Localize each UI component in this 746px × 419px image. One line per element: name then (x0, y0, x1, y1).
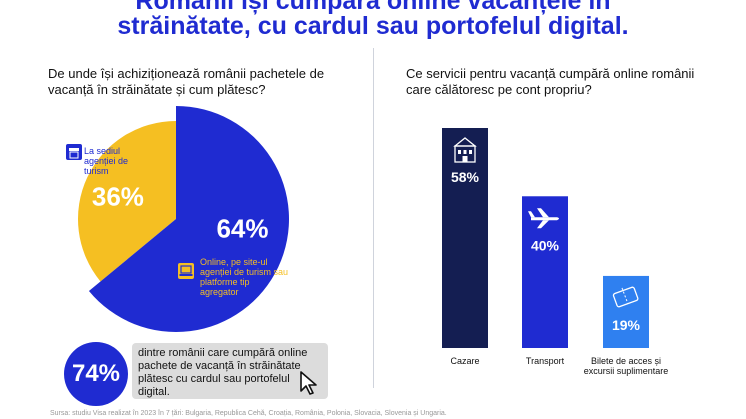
airplane-icon (528, 208, 559, 229)
left-question: De unde își achiziționează românii pache… (48, 66, 325, 97)
bar-value-1: 58% (451, 169, 480, 185)
bar-category-2: Transport (526, 356, 565, 366)
pie-slice-online (88, 106, 290, 332)
stat-text: dintre românii care cumpără online pache… (138, 347, 308, 398)
store-icon (66, 144, 82, 160)
pie-category-agency: La sediul agenției de turism (84, 146, 128, 176)
pie-label-agency: 36% (92, 182, 144, 212)
stat-box (132, 343, 328, 399)
right-question: Ce servicii pentru vacanță cumpără onlin… (406, 66, 695, 97)
divider (373, 48, 374, 388)
pie-category-online: Online, pe site-ul agenției de turism sau… (200, 257, 288, 297)
bar-category-3: Bilete de acces și excursii suplimentare (584, 356, 669, 376)
pie-label-online: 64% (216, 214, 268, 244)
title-line-1: Românii își cumpără online vacanțele în (135, 0, 611, 15)
pie-chart: 36% 64% La sediul agenției de turism Online, … (66, 106, 290, 332)
bar-chart: 58% Cazare 40% Transport 19% Bilete de acces … (442, 128, 669, 376)
stat-value: 74% (64, 342, 128, 406)
title-line-2: străinătate, cu cardul sau portofelul di… (117, 12, 629, 40)
bar-value-3: 19% (612, 317, 641, 333)
bar-value-2: 40% (531, 237, 560, 253)
ticket-icon (612, 286, 639, 308)
footnote: Sursa: studiu Visa realizat în 2023 în 7… (50, 410, 447, 417)
laptop-icon (178, 263, 194, 279)
bar-category-1: Cazare (450, 356, 479, 366)
pie-slice-agency (78, 121, 176, 282)
hotel-icon (453, 137, 477, 163)
bar-3 (603, 275, 649, 348)
cursor-icon (300, 371, 317, 395)
bar-1 (442, 128, 488, 348)
